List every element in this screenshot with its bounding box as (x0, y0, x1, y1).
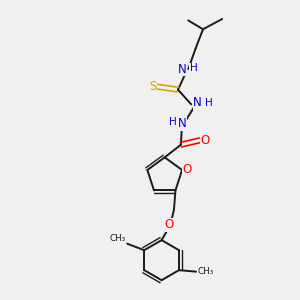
Text: CH₃: CH₃ (110, 234, 126, 243)
Text: H: H (190, 63, 197, 73)
Text: N: N (177, 62, 186, 76)
Text: CH₃: CH₃ (197, 267, 214, 276)
Text: O: O (164, 218, 174, 231)
Text: O: O (183, 164, 192, 176)
Text: H: H (205, 98, 213, 108)
Text: S: S (149, 80, 157, 93)
Text: O: O (201, 134, 210, 147)
Text: N: N (193, 96, 202, 110)
Text: N: N (178, 117, 187, 130)
Text: H: H (169, 117, 176, 127)
